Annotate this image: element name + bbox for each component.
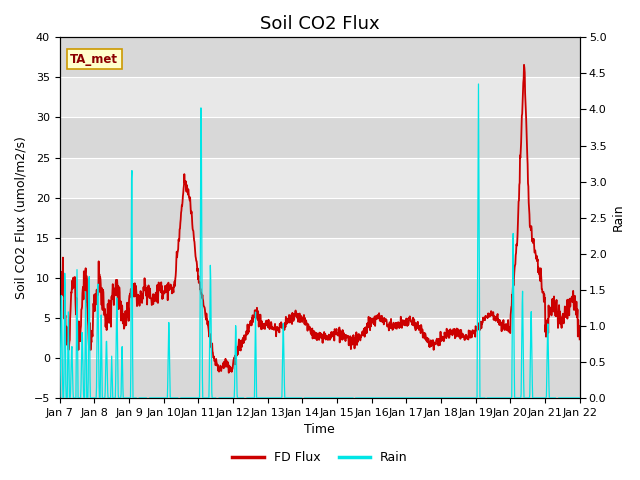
Bar	[60, 77, 580, 118]
Text: TA_met: TA_met	[70, 53, 118, 66]
Bar	[60, 278, 580, 318]
Y-axis label: Rain: Rain	[612, 204, 625, 231]
Bar	[60, 358, 580, 398]
X-axis label: Time: Time	[304, 423, 335, 436]
Legend: FD Flux, Rain: FD Flux, Rain	[227, 446, 413, 469]
Bar	[60, 238, 580, 278]
Bar	[60, 318, 580, 358]
Bar	[60, 37, 580, 77]
Y-axis label: Soil CO2 Flux (umol/m2/s): Soil CO2 Flux (umol/m2/s)	[15, 136, 28, 299]
Title: Soil CO2 Flux: Soil CO2 Flux	[260, 15, 380, 33]
Bar	[60, 198, 580, 238]
Bar	[60, 118, 580, 157]
Bar	[60, 157, 580, 198]
